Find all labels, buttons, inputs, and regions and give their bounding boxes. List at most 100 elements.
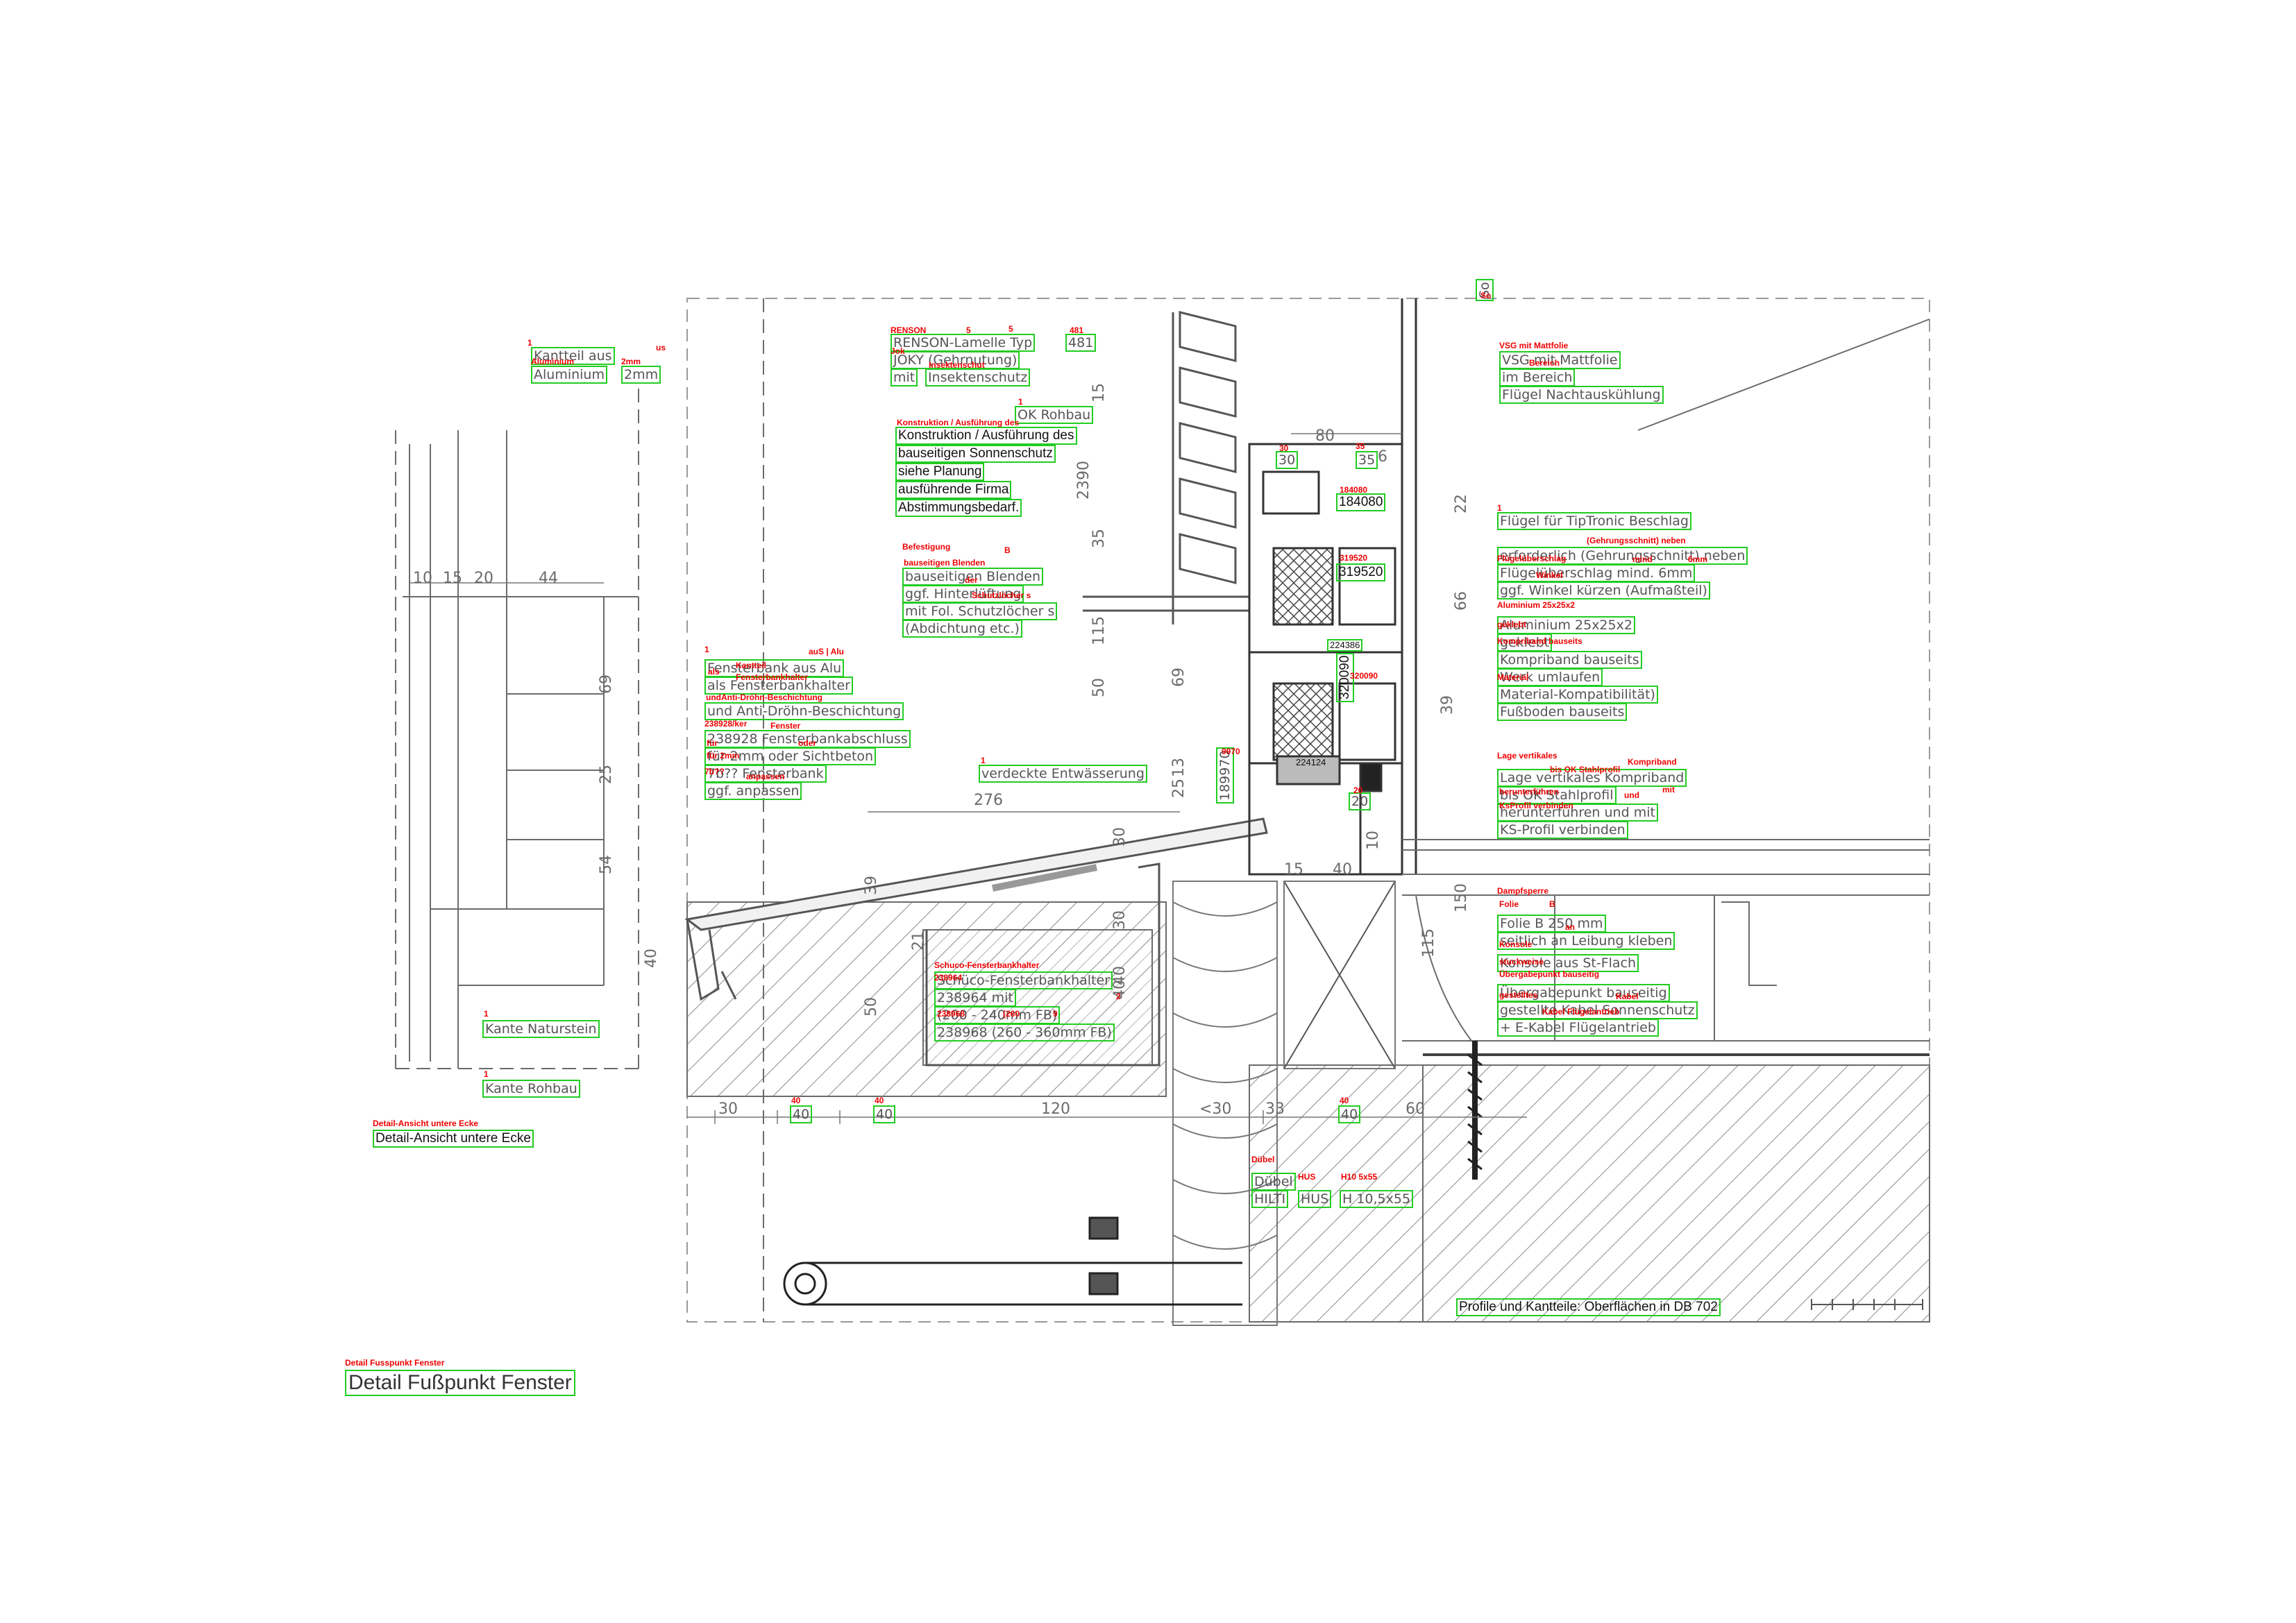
ocr-tag: 40	[1340, 1096, 1349, 1105]
label-profile-224386: 224386	[1327, 639, 1363, 652]
ocr-tag: 2mm	[621, 357, 641, 366]
dimension-label: 66	[1453, 591, 1470, 611]
ocr-tag: bis OK Stahlprofil	[1550, 765, 1621, 774]
label-renson-mit: mit	[890, 368, 918, 386]
label-konstruktion-2: bauseitigen Sonnenschutz	[895, 445, 1056, 463]
ocr-tag: Fensterbankhalter	[736, 672, 809, 682]
label-dim-40c: 40	[1338, 1105, 1361, 1123]
ocr-tag: 1	[527, 338, 532, 348]
dimension-label: 40	[643, 949, 660, 968]
label-kante-naturstein: Kante Naturstein	[482, 1020, 600, 1038]
label-kante-rohbau: Kante Rohbau	[482, 1080, 580, 1098]
ocr-tag: 30	[1279, 443, 1289, 453]
dimension-label: 54	[598, 855, 615, 874]
label-dim-20: 20	[1349, 792, 1371, 810]
page-title: Detail Fußpunkt Fenster	[345, 1370, 575, 1396]
ocr-tag: Dampfsperre	[1497, 886, 1549, 896]
ocr-tag: 1	[1497, 503, 1502, 513]
ocr-tag: Dübel	[1251, 1155, 1275, 1164]
label-dim-35: 35	[1356, 451, 1378, 469]
dimension-label: 39	[863, 876, 880, 895]
ocr-tag: 40	[791, 1096, 801, 1105]
label-vsg-2: im Bereich	[1499, 368, 1576, 386]
label-renson-481: 481	[1065, 334, 1097, 352]
dimension-label: 15	[443, 570, 462, 587]
ocr-tag: anpassen	[746, 772, 785, 781]
ocr-tag: Übergabepunkt bauseitig	[1499, 969, 1600, 979]
ocr-tag: Konstruktion / Ausführung des	[897, 418, 1020, 427]
label-kantteil-alu: Kantteil aus	[531, 347, 615, 365]
ocr-tag: stuckweise	[1499, 957, 1544, 967]
label-befestigung-4: (Abdichtung etc.)	[902, 620, 1022, 638]
ocr-tag: 319520	[1340, 553, 1368, 563]
dimension-label: 21	[910, 931, 927, 951]
dimension-label: 25	[598, 765, 615, 784]
left-elevation	[395, 298, 764, 1322]
label-fluegel-1: Flügel für TipTronic Beschlag	[1497, 512, 1691, 530]
ocr-tag: auS | Alu	[809, 647, 844, 656]
label-dim-40b: 40	[873, 1105, 896, 1123]
dimension-label: 40	[1111, 980, 1129, 999]
ocr-tag: Insektenschut	[929, 360, 985, 370]
dimension-label: 40	[1111, 966, 1129, 985]
label-profile-319520: 319520	[1336, 563, 1386, 581]
ocr-tag: an	[1565, 922, 1576, 932]
sunshade-louvres	[1083, 311, 1249, 624]
ocr-tag: mit	[1662, 785, 1675, 794]
label-hus: HUS	[1298, 1190, 1332, 1208]
ocr-tag: mind	[1632, 554, 1653, 564]
ocr-tag: Kompriband	[1628, 757, 1677, 767]
ocr-tag: RENSON	[890, 325, 927, 335]
dimension-label: 30	[1111, 827, 1129, 847]
label-kompriband-4: Fußboden bauseits	[1497, 703, 1628, 721]
dimension-label: 50	[863, 997, 880, 1017]
window-profiles	[1248, 298, 1417, 876]
label-fluegel-5: Aluminium 25x25x2	[1497, 616, 1635, 634]
ocr-tag: Konsole	[1499, 940, 1533, 949]
label-dampfsperre-3: seitlich an Leibung kleben	[1497, 932, 1675, 950]
ocr-tag: Aluminium 25x25x2	[1497, 600, 1576, 610]
dimension-label: 40	[1333, 861, 1352, 878]
label-verdeckte-entwaesserung: verdeckte Entwässerung	[979, 765, 1147, 783]
label-vsg-1: VSG mit Mattfolie	[1499, 351, 1621, 369]
label-dim-30: 30	[1276, 451, 1299, 469]
ocr-tag: Lage vertikales	[1497, 751, 1558, 760]
ocr-tag: Kabel Flügelantrieb	[1542, 1007, 1620, 1017]
ocr-tag: HUS	[1298, 1172, 1316, 1182]
ocr-tag: undAnti-Dröhn-Beschichtung	[706, 692, 822, 702]
ocr-tag: Detail-Ansicht untere Ecke	[373, 1119, 479, 1128]
label-h10: H 10,5x55	[1340, 1190, 1414, 1208]
ocr-tag: oder	[798, 738, 817, 748]
label-hilti: HILTI	[1251, 1190, 1289, 1208]
dimension-label: 50	[1090, 678, 1108, 697]
label-renson-insekt: Insektenschutz	[925, 368, 1031, 386]
ocr-tag: 6mm	[1688, 554, 1708, 564]
dimension-label: 69	[1170, 668, 1188, 687]
ocr-tag: 7b??	[704, 767, 725, 776]
ocr-tag: 1	[704, 645, 709, 654]
ocr-tag: B	[1549, 899, 1555, 909]
label-dampfsperre-7: + E-Kabel Flügelantrieb	[1497, 1019, 1659, 1037]
label-renson-lamelle: RENSON-Lamelle Typ	[890, 334, 1036, 352]
label-fensterbank-2: als Fensterbankhalter	[704, 677, 853, 695]
label-dampfsperre-4: Konsole aus St-Flach	[1497, 954, 1639, 972]
floor-buildup	[1402, 318, 1930, 1056]
dimension-label: 80	[1315, 427, 1335, 445]
dimension-label: 276	[974, 792, 1003, 809]
ocr-tag: 238928/ker	[704, 719, 748, 729]
dimension-label: 115	[1090, 616, 1108, 645]
dimension-label: 69	[598, 674, 615, 694]
ocr-tag: Bereich	[1529, 358, 1560, 368]
ocr-tag: So	[1480, 291, 1492, 300]
label-profile-224124: 224124	[1296, 757, 1326, 767]
ocr-tag: 481	[1070, 325, 1084, 335]
label-fensterbank-3: und Anti-Dröhn-Beschichtung	[704, 702, 904, 720]
label-dim-40a: 40	[790, 1105, 813, 1123]
ocr-tag: Befestigung	[902, 542, 951, 552]
label-kompriband-3: Material-Kompatibilität)	[1497, 686, 1658, 704]
label-duebel: Dübel	[1251, 1173, 1296, 1191]
dimension-label: 30	[718, 1101, 738, 1118]
dimension-label: 15	[1090, 383, 1108, 402]
